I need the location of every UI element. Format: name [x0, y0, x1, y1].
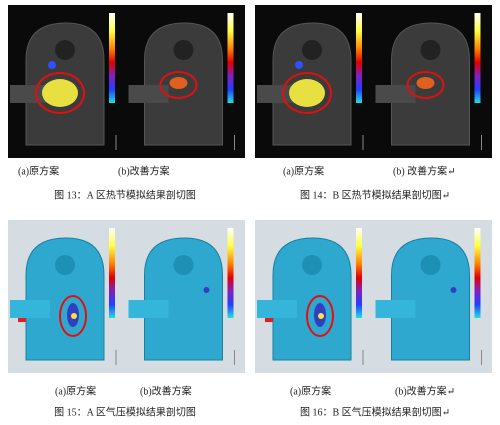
hot-spot	[416, 77, 435, 89]
figure-caption: 图 14：B 区热节模拟结果剖切图↵	[300, 188, 450, 201]
highlight-ring	[282, 72, 332, 114]
casting-base	[257, 300, 297, 318]
subcaption: (b) 改善方案↵	[393, 164, 456, 177]
casting-hole	[173, 255, 194, 275]
casting-base	[257, 85, 297, 103]
casting-hole	[420, 40, 441, 60]
hot-spot	[48, 61, 56, 69]
subcaption: (a)原方案	[283, 164, 324, 177]
casting-base	[128, 85, 169, 103]
figure-caption: 图 13：A 区热节模拟结果剖切图	[54, 188, 196, 201]
pressure-spot	[265, 318, 273, 322]
subcaption: (a)原方案	[55, 384, 96, 397]
highlight-ring	[35, 72, 85, 114]
highlight-ring	[406, 71, 445, 99]
hot-spot	[169, 77, 188, 89]
casting-base	[10, 300, 50, 318]
legend-bar	[474, 13, 481, 103]
legend-bar	[109, 228, 115, 318]
pressure-spot	[18, 318, 26, 322]
figure-caption: 图 15：A 区气压模拟结果剖切图	[54, 405, 196, 418]
legend-bar	[109, 13, 115, 103]
casting-hole	[302, 40, 322, 60]
subcaption: (a)原方案	[18, 164, 59, 177]
hot-spot	[289, 79, 325, 107]
casting-hole	[173, 40, 194, 60]
highlight-ring	[59, 295, 87, 337]
casting-hole	[55, 255, 75, 275]
legend-bar	[356, 13, 362, 103]
casting-hole	[420, 255, 441, 275]
figure-caption: 图 16：B 区气压模拟结果剖切图↵	[300, 405, 450, 418]
pressure-spot	[71, 313, 77, 319]
pressure-spot	[203, 287, 210, 293]
casting-base	[128, 300, 169, 318]
legend-bar	[227, 228, 234, 318]
pressure-spot	[450, 287, 457, 293]
casting-base	[375, 85, 416, 103]
casting	[144, 237, 223, 361]
casting-hole	[302, 255, 322, 275]
subcaption: (a)原方案	[290, 384, 331, 397]
pressure-spot	[318, 313, 324, 319]
legend-bar	[474, 228, 481, 318]
hot-spot	[42, 79, 78, 107]
highlight-ring	[306, 295, 334, 337]
subcaption: (b)改善方案↵	[395, 384, 455, 397]
highlight-ring	[159, 71, 198, 99]
hot-spot	[295, 61, 303, 69]
casting-base	[10, 85, 50, 103]
casting-base	[375, 300, 416, 318]
casting	[391, 237, 470, 361]
subcaption: (b)改善方案	[140, 384, 192, 397]
casting-hole	[55, 40, 75, 60]
subcaption: (b)改善方案	[118, 164, 170, 177]
legend-bar	[356, 228, 362, 318]
legend-bar	[227, 13, 234, 103]
